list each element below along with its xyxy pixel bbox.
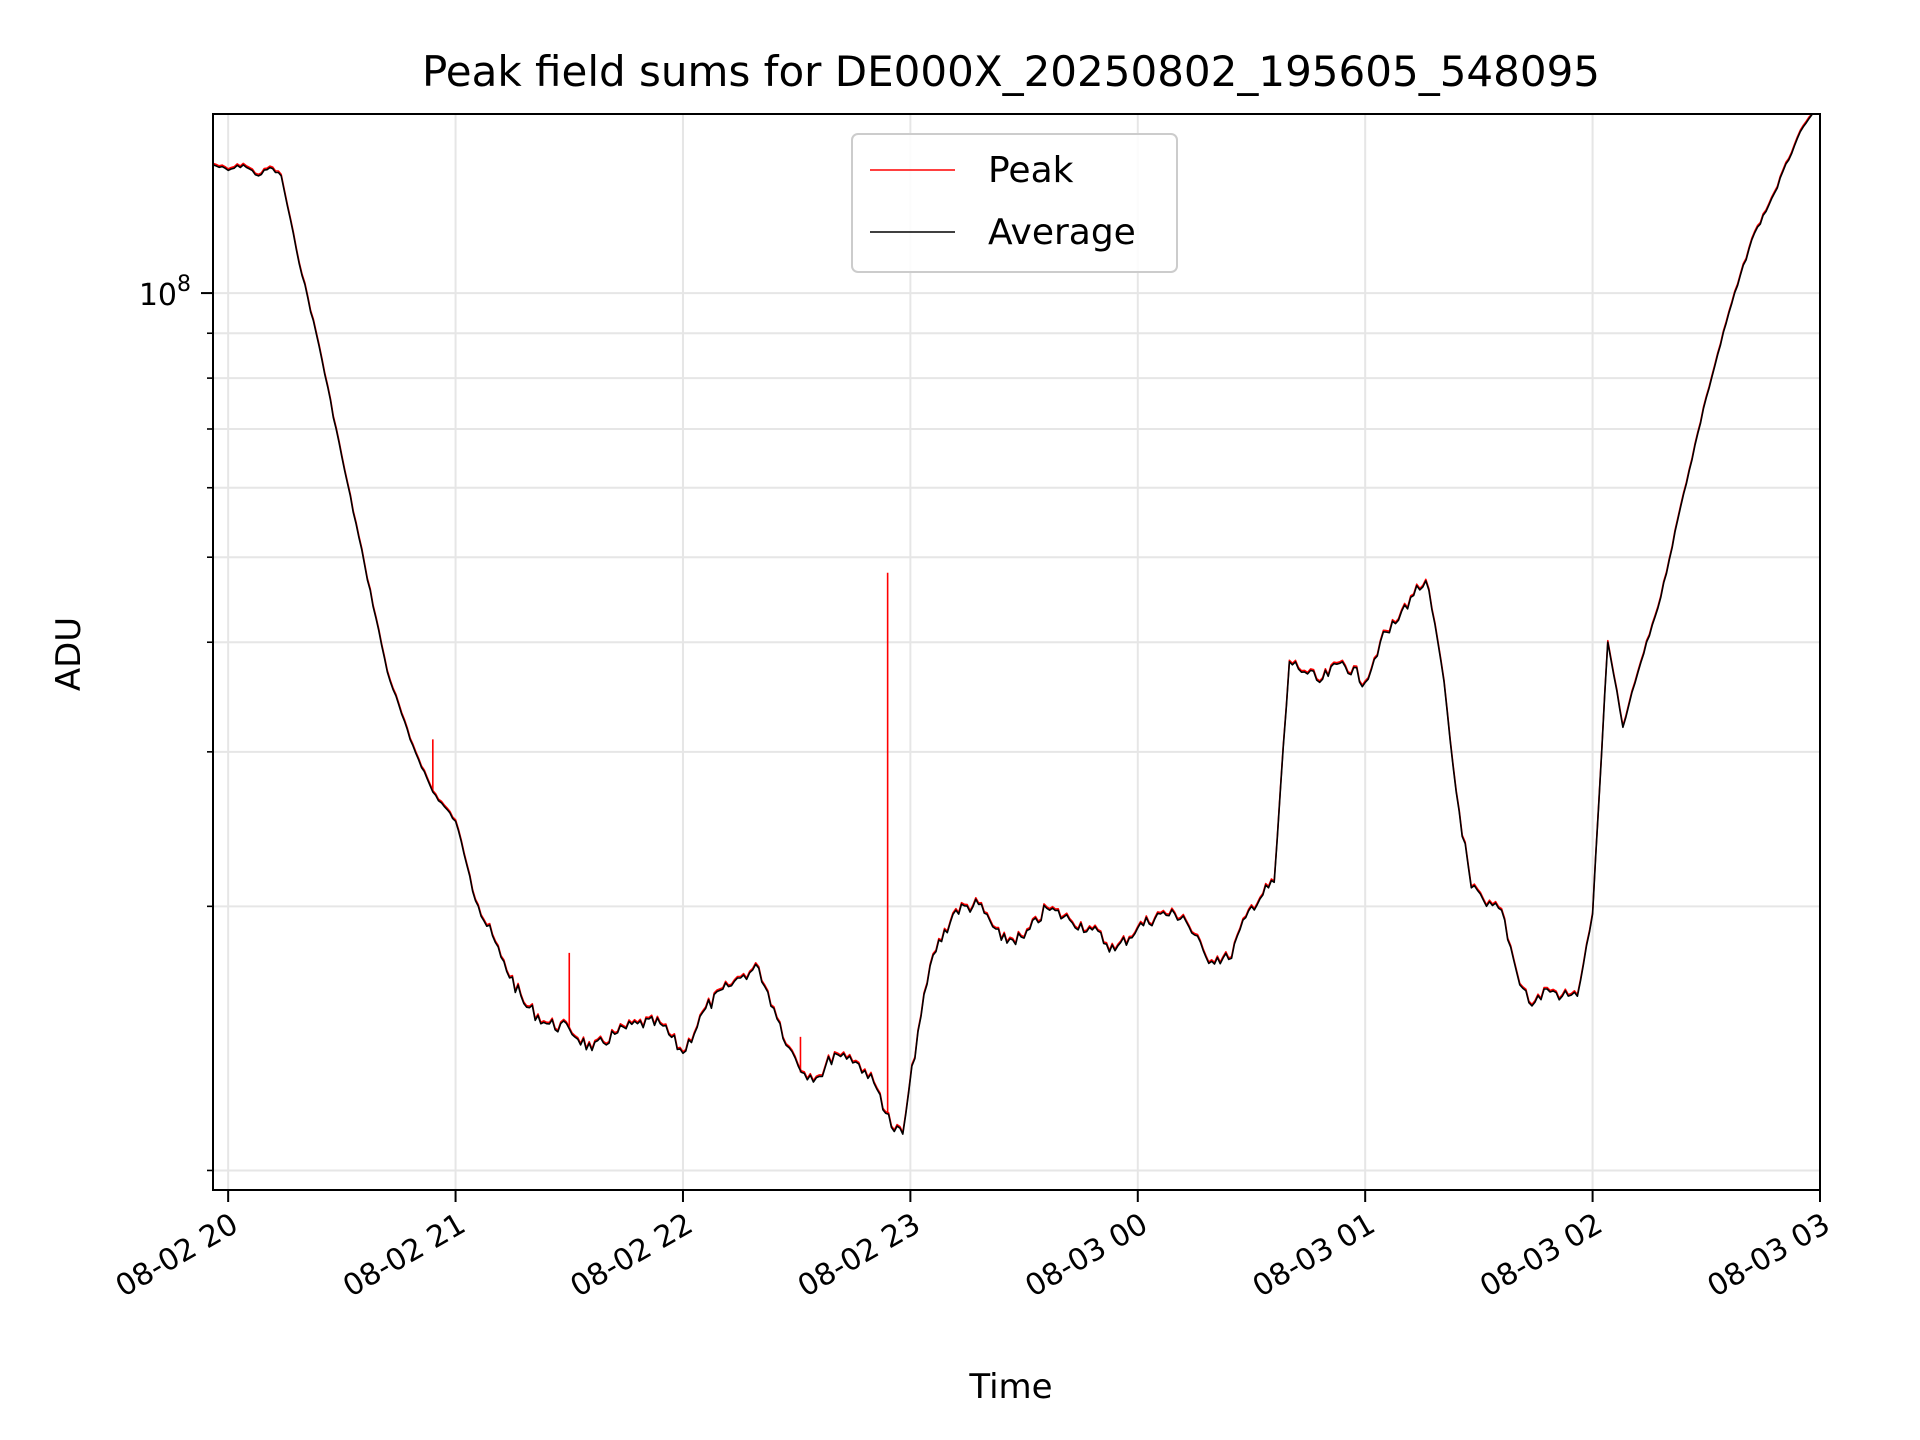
y-axis: 108 [139,272,213,1172]
grid [213,114,1820,1190]
x-axis-title: Time [968,1367,1052,1407]
legend: Peak Average [851,133,1178,273]
y-tick-label: 108 [139,272,191,313]
legend-frame [851,133,1178,273]
y-tick-label-exponent: 8 [177,272,191,297]
series-peak-spikes [432,572,889,1115]
legend-label-peak: Peak [988,150,1074,191]
chart-title: Peak field sums for DE000X_20250802_1956… [422,47,1600,96]
plot-series [212,113,1814,1135]
series-average-line [212,113,1814,1135]
y-axis-title: ADU [49,617,89,691]
y-tick-label-base: 10 [139,278,177,313]
plot-frame [212,113,1821,1191]
legend-label-average: Average [988,212,1136,253]
